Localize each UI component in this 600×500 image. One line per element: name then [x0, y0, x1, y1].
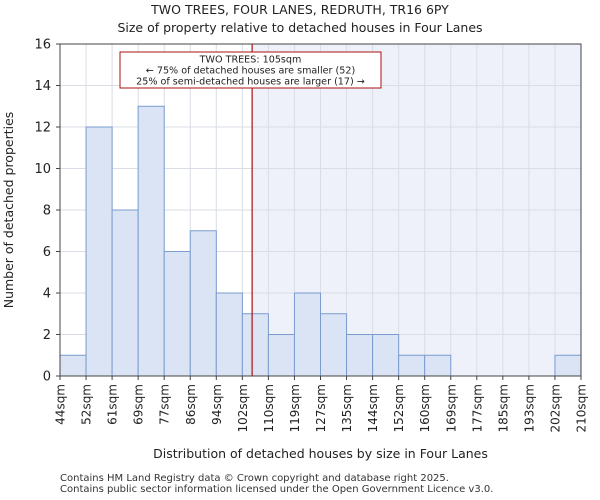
histogram-bar — [59, 354, 87, 377]
x-tick-label: 94sqm — [210, 384, 224, 425]
x-tick-label: 127sqm — [314, 384, 328, 432]
y-tick-label: 6 — [43, 245, 51, 260]
y-tick-label: 2 — [43, 328, 51, 343]
histogram-bar — [189, 230, 217, 377]
y-tick-label: 10 — [34, 162, 51, 177]
footer-line-1: Contains HM Land Registry data © Crown c… — [60, 473, 449, 484]
x-tick-label: 102sqm — [236, 384, 250, 432]
histogram-bar — [372, 334, 400, 377]
y-tick-label: 16 — [34, 38, 51, 53]
x-tick-label: 169sqm — [444, 384, 458, 432]
x-tick-label: 160sqm — [418, 384, 432, 432]
histogram-bar — [163, 251, 191, 377]
y-tick-label: 4 — [43, 287, 51, 302]
y-tick-label: 12 — [34, 121, 51, 136]
chart-subtitle: Size of property relative to detached ho… — [117, 20, 483, 35]
x-tick-label: 202sqm — [548, 384, 562, 432]
x-tick-label: 144sqm — [366, 384, 380, 432]
x-tick-label: 69sqm — [132, 384, 146, 425]
x-tick-label: 185sqm — [496, 384, 510, 432]
x-tick-label: 44sqm — [54, 384, 68, 425]
histogram-bar — [293, 292, 322, 377]
histogram-bar — [267, 334, 295, 377]
x-tick-label: 135sqm — [340, 384, 354, 432]
x-tick-label: 119sqm — [288, 384, 302, 432]
chart-title: TWO TREES, FOUR LANES, REDRUTH, TR16 6PY — [151, 2, 449, 17]
histogram-bar — [137, 105, 165, 377]
annotation-line: ← 75% of detached houses are smaller (52… — [146, 66, 355, 77]
x-tick-label: 52sqm — [80, 384, 94, 425]
histogram-bar — [85, 126, 113, 377]
histogram-bar — [241, 313, 269, 377]
x-tick-label: 177sqm — [470, 384, 484, 432]
histogram-bar — [320, 313, 348, 377]
footer-line-2: Contains public sector information licen… — [60, 484, 494, 495]
y-axis-label: Number of detached properties — [1, 112, 16, 309]
annotation-line: TWO TREES: 105sqm — [199, 55, 302, 66]
x-tick-label: 77sqm — [158, 384, 172, 425]
x-tick-label: 193sqm — [522, 384, 536, 432]
x-axis-label: Distribution of detached houses by size … — [153, 446, 488, 461]
histogram-bar — [424, 354, 452, 377]
y-tick-label: 8 — [43, 204, 51, 219]
y-tick-label: 14 — [34, 79, 51, 94]
histogram-bar — [398, 354, 426, 377]
histogram-bar — [346, 334, 374, 377]
x-tick-label: 210sqm — [575, 384, 589, 432]
histogram-bar — [215, 292, 243, 377]
y-tick-label: 0 — [43, 370, 51, 385]
x-tick-label: 61sqm — [106, 384, 120, 425]
histogram-bar — [111, 209, 139, 377]
annotation-line: 25% of semi-detached houses are larger (… — [136, 77, 365, 88]
annotation-box — [119, 51, 382, 89]
x-tick-label: 110sqm — [262, 384, 276, 432]
x-tick-label: 152sqm — [392, 384, 406, 432]
histogram-bar — [554, 354, 582, 377]
x-tick-label: 86sqm — [184, 384, 198, 425]
